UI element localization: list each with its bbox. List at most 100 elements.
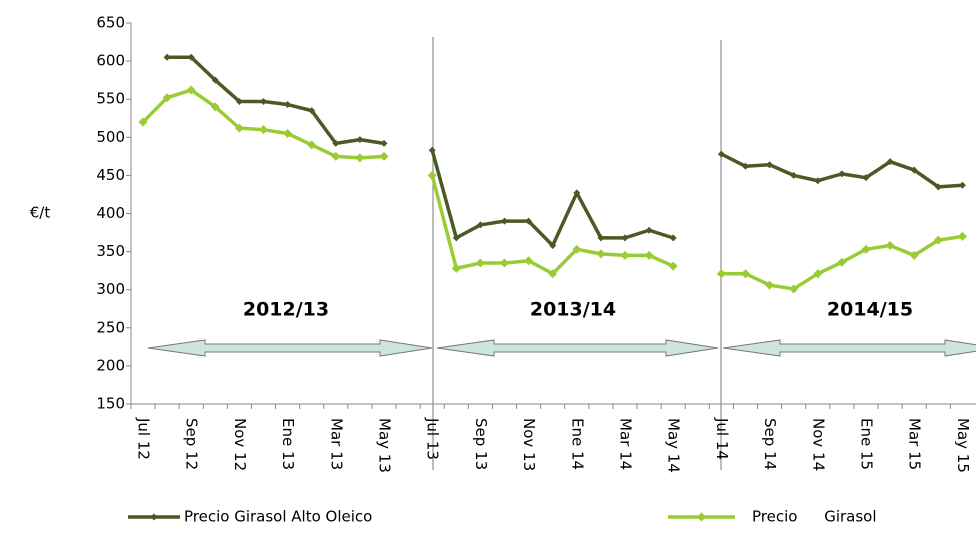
y-tick-label: 400 [96, 204, 125, 222]
marker [668, 261, 678, 271]
marker [525, 217, 533, 225]
x-tick-label: Sep 13 [472, 418, 490, 470]
marker [162, 93, 172, 103]
y-tick-label: 550 [96, 90, 125, 108]
marker [451, 263, 461, 273]
marker [380, 139, 388, 147]
marker [717, 150, 725, 158]
marker [644, 250, 654, 260]
marker [909, 250, 919, 260]
legend-marker [697, 512, 706, 522]
y-tick-label: 500 [96, 128, 125, 146]
x-tick-label: Mar 13 [327, 418, 345, 470]
marker [838, 170, 846, 178]
marker [886, 158, 894, 166]
marker [260, 97, 267, 105]
season-label: 2014/15 [827, 299, 913, 321]
marker [138, 117, 148, 127]
x-tick-label: Ene 14 [568, 418, 586, 470]
x-tick-label: Sep 14 [761, 418, 779, 470]
x-tick-label: Nov 13 [520, 418, 538, 471]
marker [475, 258, 485, 268]
y-tick-label: 600 [96, 52, 125, 70]
marker [234, 123, 244, 133]
marker [548, 269, 558, 279]
marker [933, 235, 943, 245]
marker [379, 151, 389, 161]
marker [572, 244, 582, 254]
marker [934, 183, 942, 191]
x-tick-label: Mar 14 [617, 418, 635, 470]
x-tick-label: Mar 15 [906, 418, 924, 470]
marker [186, 85, 196, 95]
marker [283, 128, 293, 138]
marker [790, 171, 798, 179]
x-tick-label: Ene 13 [279, 418, 297, 470]
marker [669, 234, 677, 242]
marker [332, 139, 340, 147]
y-tick-label: 450 [96, 166, 125, 184]
marker [210, 102, 220, 112]
season-arrow [147, 339, 976, 357]
x-tick-label: May 15 [954, 418, 972, 473]
marker [308, 107, 316, 115]
x-tick-label: May 13 [376, 418, 394, 473]
y-tick-label: 250 [96, 318, 125, 336]
series-line [141, 88, 963, 291]
marker [789, 284, 799, 294]
y-tick-label: 150 [96, 395, 125, 413]
legend-label: Precio Girasol Alto Oleico [184, 508, 372, 526]
marker [716, 269, 726, 279]
marker [307, 140, 317, 150]
marker [862, 174, 870, 182]
marker [765, 280, 775, 290]
marker [524, 256, 534, 266]
marker [814, 177, 822, 185]
marker [620, 250, 630, 260]
y-tick-label: 200 [96, 356, 125, 374]
x-tick-label: Jul 13 [424, 417, 442, 460]
x-tick-label: May 14 [665, 418, 683, 473]
y-axis-label: €/t [30, 204, 51, 222]
marker [211, 76, 219, 84]
marker [549, 242, 557, 250]
marker [813, 269, 823, 279]
x-tick-label: Nov 12 [231, 418, 249, 471]
marker [331, 151, 341, 161]
marker [621, 234, 629, 242]
x-tick-label: Jul 14 [713, 417, 731, 460]
marker [476, 221, 484, 229]
marker [596, 249, 606, 259]
marker [163, 53, 171, 61]
marker [284, 101, 292, 109]
plot: 150 200 250 300 350 400 450 500 550 600 650 Jul 12 S… [96, 14, 976, 473]
marker [597, 234, 605, 242]
marker [500, 258, 509, 268]
marker [885, 241, 895, 251]
marker [235, 97, 243, 105]
marker [427, 170, 437, 180]
marker [910, 166, 918, 174]
y-tick-label: 300 [96, 280, 125, 298]
season-label: 2012/13 [243, 299, 329, 321]
y-tick-label: 350 [96, 242, 125, 260]
marker [766, 161, 774, 169]
marker [452, 234, 460, 242]
y-tick-label: 650 [96, 14, 125, 32]
marker [861, 244, 871, 254]
x-tick-label: Jul 12 [135, 417, 153, 460]
marker [958, 181, 966, 189]
marker [259, 125, 268, 135]
marker [355, 153, 365, 163]
x-tick-label: Ene 15 [858, 418, 876, 470]
marker [957, 231, 967, 241]
marker [501, 217, 508, 225]
marker [428, 146, 436, 154]
marker [356, 136, 364, 144]
marker [837, 257, 847, 267]
marker [741, 269, 750, 279]
legend-marker [150, 513, 158, 521]
season-label: 2013/14 [530, 299, 616, 321]
marker [742, 162, 749, 170]
